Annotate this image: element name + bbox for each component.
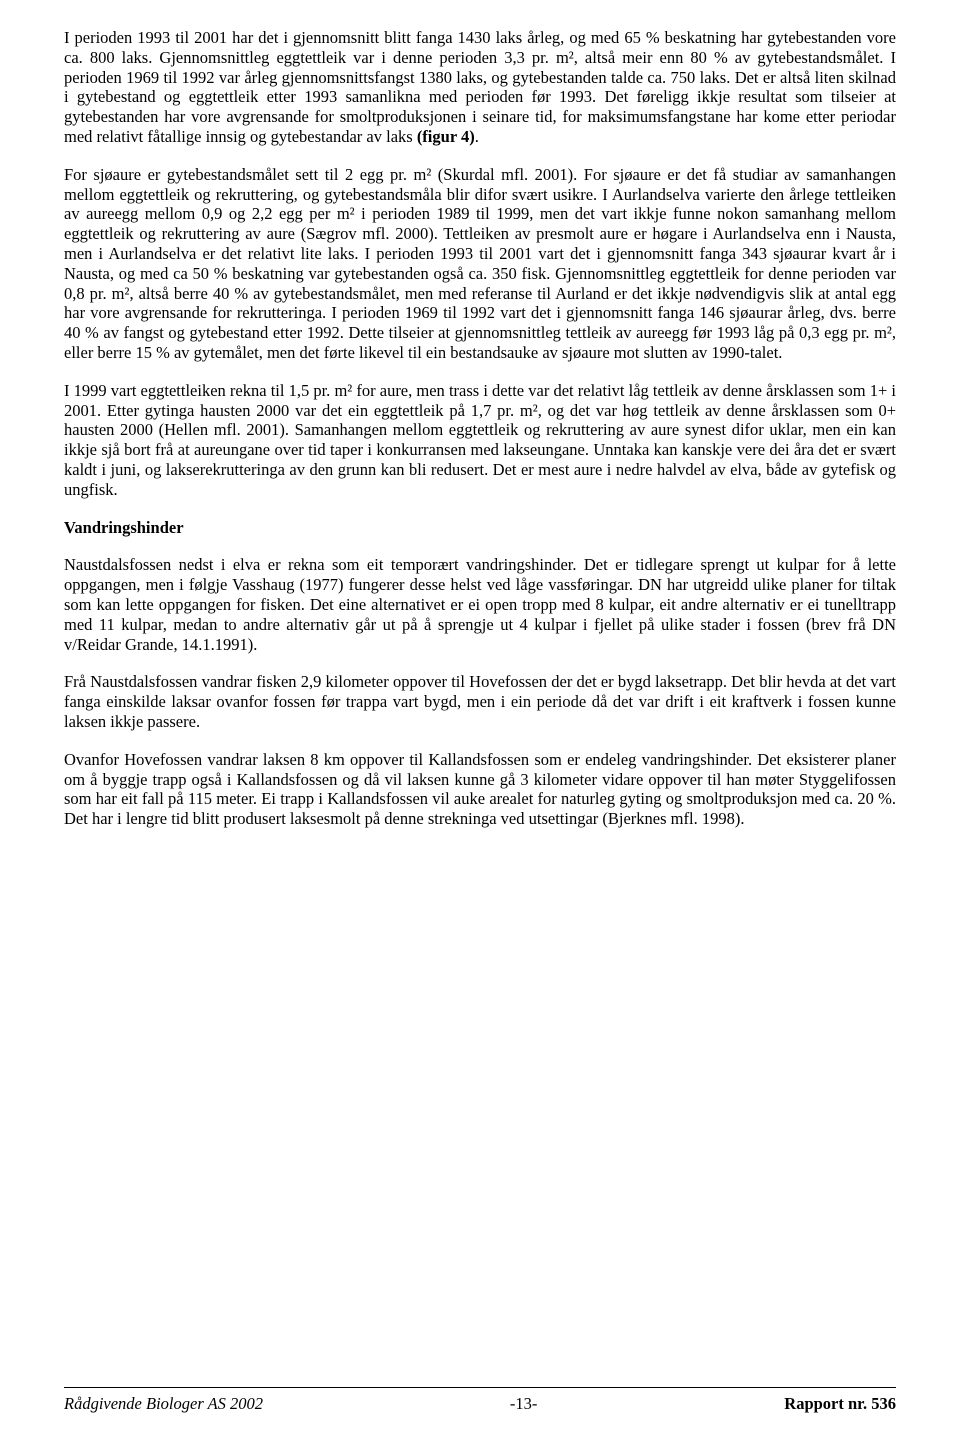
footer-right: Rapport nr. 536: [784, 1394, 896, 1414]
paragraph-4: Naustdalsfossen nedst i elva er rekna so…: [64, 555, 896, 654]
p1-text-after: .: [475, 127, 479, 146]
p1-text-before: I perioden 1993 til 2001 har det i gjenn…: [64, 28, 896, 146]
paragraph-3: I 1999 vart eggtettleiken rekna til 1,5 …: [64, 381, 896, 500]
paragraph-6: Ovanfor Hovefossen vandrar laksen 8 km o…: [64, 750, 896, 829]
section-heading-vandringshinder: Vandringshinder: [64, 518, 896, 538]
paragraph-1: I perioden 1993 til 2001 har det i gjenn…: [64, 28, 896, 147]
footer-left: Rådgivende Biologer AS 2002: [64, 1394, 263, 1414]
paragraph-5: Frå Naustdalsfossen vandrar fisken 2,9 k…: [64, 672, 896, 731]
p1-figure-ref: (figur 4): [417, 127, 475, 146]
footer-page-number: -13-: [510, 1394, 538, 1414]
page-footer: Rådgivende Biologer AS 2002 -13- Rapport…: [64, 1387, 896, 1414]
paragraph-2: For sjøaure er gytebestandsmålet sett ti…: [64, 165, 896, 363]
